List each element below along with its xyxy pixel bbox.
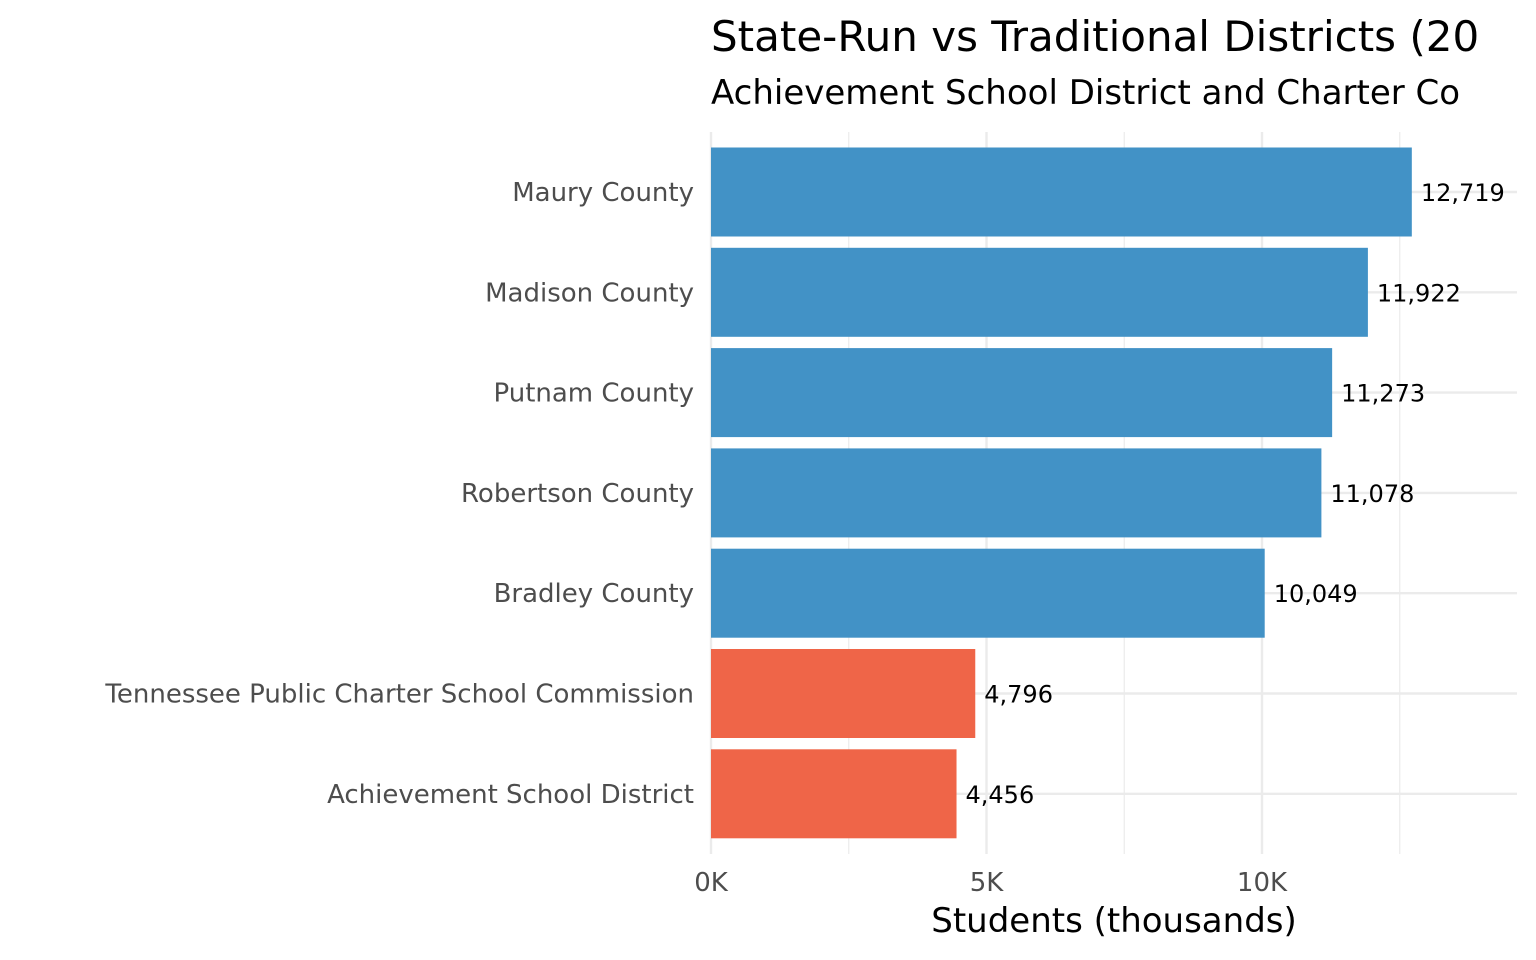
value-label: 11,273 [1341,380,1425,408]
category-label: Bradley County [494,579,694,609]
x-axis-title: Students (thousands) [931,901,1297,941]
category-label: Madison County [485,278,694,308]
category-label: Maury County [512,178,694,208]
value-label: 12,719 [1421,179,1505,207]
value-label: 11,078 [1330,480,1414,508]
bar [711,348,1333,438]
chart-subtitle: Achievement School District and Charter … [711,73,1460,113]
value-label: 11,922 [1377,279,1461,307]
x-tick-label: 0K [694,868,729,898]
bar [711,548,1265,638]
value-label: 4,456 [966,781,1035,809]
chart-title: State-Run vs Traditional Districts (20 [711,12,1479,61]
category-label: Putnam County [494,379,695,409]
x-tick-label: 5K [970,868,1005,898]
category-label: Achievement School District [327,780,694,810]
label-layer: Maury County 12,719 Madison County 11,922 Pu… [104,178,1504,898]
x-tick-label: 10K [1237,868,1288,898]
bar [711,448,1322,538]
category-label: Tennessee Public Charter School Commissi… [104,680,694,710]
bar [711,649,976,738]
value-label: 4,796 [984,681,1053,709]
value-label: 10,049 [1274,580,1358,608]
bar [711,749,957,839]
bar [711,147,1412,237]
bar-layer [711,147,1412,839]
category-label: Robertson County [461,479,694,509]
bar [711,247,1368,337]
